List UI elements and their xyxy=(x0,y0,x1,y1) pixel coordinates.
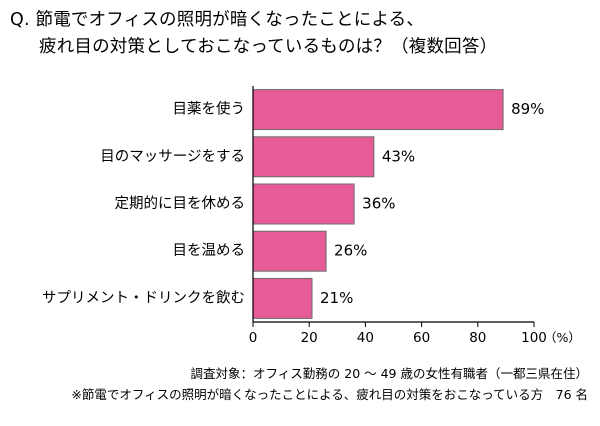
x-tick-label-100: 100 xyxy=(521,330,547,346)
bar-3 xyxy=(252,183,355,225)
x-tick-label-80: 80 xyxy=(469,330,486,346)
category-label-3: 定期的に目を休める xyxy=(115,195,246,212)
category-label-4: 目を温める xyxy=(173,242,246,259)
chart-title-line-2: 疲れ目の対策としておこなっているものは？（複数回答） xyxy=(39,37,498,57)
category-label-2: 目のマッサージをする xyxy=(100,148,245,165)
chart-title: Q. 節電でオフィスの照明が暗くなったことによる、 疲れ目の対策としておこなって… xyxy=(10,7,497,61)
x-tick-label-40: 40 xyxy=(357,330,374,346)
x-unit-label: （%） xyxy=(544,330,581,345)
survey-note: 調査対象：オフィス勤務の 20 ～ 49 歳の女性有職者（一都三県在住） xyxy=(190,366,588,381)
bar-2 xyxy=(252,136,375,178)
x-tick-label-60: 60 xyxy=(413,330,430,346)
value-label-4: 26% xyxy=(334,242,367,260)
value-label-3: 36% xyxy=(362,195,395,213)
sample-note: ※節電でオフィスの照明が暗くなったことによる、疲れ目の対策をおこなっている方 7… xyxy=(71,387,588,402)
bar-4 xyxy=(252,230,327,272)
value-label-1: 89% xyxy=(511,100,544,118)
value-label-5: 21% xyxy=(320,289,353,307)
chart-title-line-1: Q. 節電でオフィスの照明が暗くなったことによる、 xyxy=(10,10,425,30)
x-tick-label-0: 0 xyxy=(249,330,258,346)
bar-1 xyxy=(252,89,504,131)
category-label-5: サプリメント・ドリンクを飲む xyxy=(42,289,245,306)
bar-5 xyxy=(252,277,313,319)
value-label-2: 43% xyxy=(382,147,415,165)
x-tick-label-20: 20 xyxy=(301,330,318,346)
category-label-1: 目薬を使う xyxy=(173,101,246,118)
